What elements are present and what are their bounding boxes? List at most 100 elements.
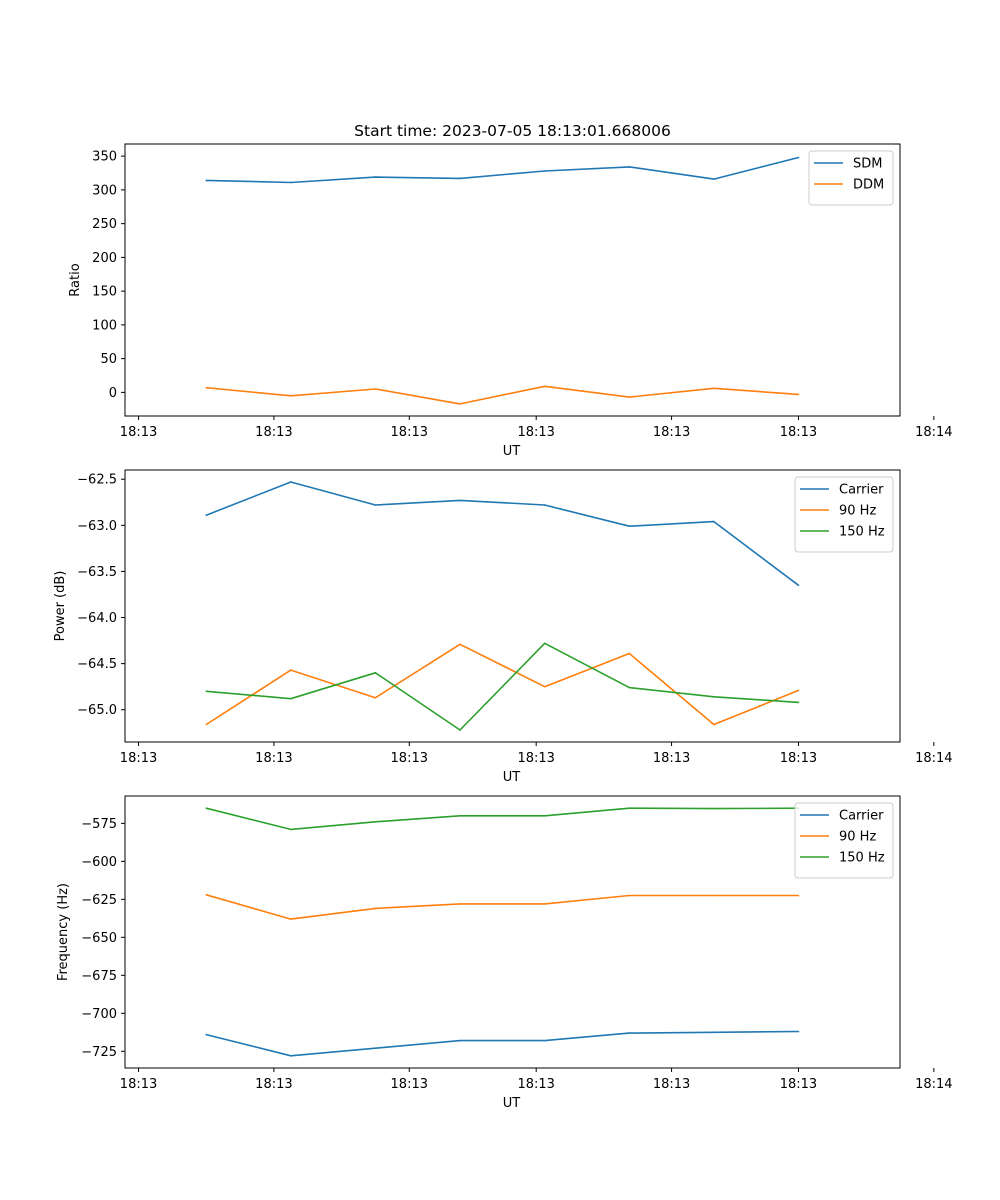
legend-label: 150 Hz xyxy=(839,851,885,866)
data-point xyxy=(205,893,208,896)
x-tick-label: 18:13 xyxy=(780,425,817,440)
x-tick-label: 18:13 xyxy=(517,1077,554,1092)
data-point xyxy=(290,828,292,831)
legend: Carrier 90 Hz 150 Hz xyxy=(794,802,894,879)
x-tick-label: 18:13 xyxy=(120,425,157,440)
x-tick-label: 18:13 xyxy=(255,425,292,440)
data-point xyxy=(797,156,800,159)
data-point xyxy=(374,672,377,674)
data-point xyxy=(374,504,377,506)
y-tick-label: −63.5 xyxy=(77,565,117,580)
data-point xyxy=(628,166,631,168)
data-point xyxy=(290,918,292,920)
legend-label: 150 Hz xyxy=(839,525,885,540)
chart-panel-3: 18:13 18:13 18:13 18:13 18:13 18:13 18:14 −575 −… xyxy=(56,795,953,1111)
data-point xyxy=(459,1039,461,1042)
y-tick-label: −64.5 xyxy=(77,657,117,672)
x-tick-label: 18:14 xyxy=(915,1077,952,1092)
data-point xyxy=(797,584,800,587)
series-line-carrier xyxy=(206,1030,799,1057)
data-point xyxy=(459,903,461,905)
data-point xyxy=(290,181,292,184)
plot-frame xyxy=(124,795,901,1069)
y-tick-label: −65.0 xyxy=(77,703,117,718)
y-tick-label: −62.5 xyxy=(77,473,117,488)
series-line-ddm xyxy=(206,385,799,405)
series-line-150-hz xyxy=(206,642,799,731)
x-tick-label: 18:13 xyxy=(391,425,428,440)
x-tick-label: 18:13 xyxy=(120,751,157,766)
y-axis-label: Ratio xyxy=(68,263,83,296)
data-point xyxy=(290,697,292,700)
x-tick-label: 18:13 xyxy=(391,751,428,766)
legend-label: 90 Hz xyxy=(839,830,876,845)
y-tick-label: 200 xyxy=(92,251,117,266)
data-point xyxy=(459,729,461,731)
plot-frame xyxy=(124,469,901,743)
y-tick-label: −575 xyxy=(81,817,117,832)
x-tick-label: 18:13 xyxy=(517,425,554,440)
y-tick-label: 100 xyxy=(92,318,117,333)
data-point xyxy=(713,1031,715,1034)
legend-box xyxy=(808,150,894,206)
y-tick-label: −700 xyxy=(81,1007,117,1022)
data-point xyxy=(374,388,377,390)
x-tick-label: 18:14 xyxy=(915,751,952,766)
plot-frame xyxy=(124,143,901,417)
x-axis-label: UT xyxy=(503,1096,521,1111)
data-point xyxy=(543,1039,546,1042)
chart-title: Start time: 2023-07-05 18:13:01.668006 xyxy=(354,122,671,140)
series-line-90-hz xyxy=(205,643,799,726)
legend: SDM DDM xyxy=(808,150,894,206)
data-point xyxy=(543,504,546,506)
data-point xyxy=(543,814,546,817)
data-point xyxy=(713,696,715,698)
x-tick-label: 18:13 xyxy=(653,1077,690,1092)
data-point xyxy=(543,170,546,172)
data-point xyxy=(374,696,377,699)
y-axis-label: Frequency (Hz) xyxy=(56,883,71,981)
x-axis-label: UT xyxy=(503,444,521,459)
data-point xyxy=(628,807,631,809)
data-point xyxy=(205,514,208,516)
series-line-sdm xyxy=(206,156,799,184)
data-point xyxy=(374,1047,377,1050)
data-point xyxy=(628,1032,631,1034)
data-point xyxy=(713,807,715,810)
y-tick-label: −725 xyxy=(81,1045,117,1060)
y-axis-label: Power (dB) xyxy=(53,571,68,642)
x-tick-label: 18:13 xyxy=(255,751,292,766)
legend-label: DDM xyxy=(853,178,884,193)
data-point xyxy=(205,179,208,182)
data-point xyxy=(713,894,715,897)
legend-label: Carrier xyxy=(839,483,884,498)
data-point xyxy=(290,481,292,483)
x-axis-label: UT xyxy=(503,770,521,785)
data-point xyxy=(543,685,546,688)
legend-label: 90 Hz xyxy=(839,504,876,519)
data-point xyxy=(713,387,715,390)
y-tick-label: 250 xyxy=(92,217,117,232)
data-point xyxy=(713,520,715,523)
data-point xyxy=(797,689,800,692)
data-point xyxy=(374,907,377,910)
data-point xyxy=(543,642,546,645)
x-tick-label: 18:13 xyxy=(517,751,554,766)
data-point xyxy=(713,178,715,180)
data-point xyxy=(628,652,631,655)
y-tick-label: 50 xyxy=(100,352,117,367)
data-point xyxy=(459,814,461,817)
x-tick-label: 18:13 xyxy=(653,751,690,766)
legend-label: Carrier xyxy=(839,809,884,824)
y-tick-label: 350 xyxy=(92,150,117,165)
data-point xyxy=(205,1033,208,1036)
data-point xyxy=(374,176,377,178)
y-tick-label: −625 xyxy=(81,893,117,908)
data-point xyxy=(459,643,461,646)
data-point xyxy=(797,701,800,704)
legend-box xyxy=(794,476,894,553)
data-point xyxy=(543,385,546,388)
data-point xyxy=(543,903,546,905)
series-line-90-hz xyxy=(205,894,799,920)
data-point xyxy=(459,177,461,180)
